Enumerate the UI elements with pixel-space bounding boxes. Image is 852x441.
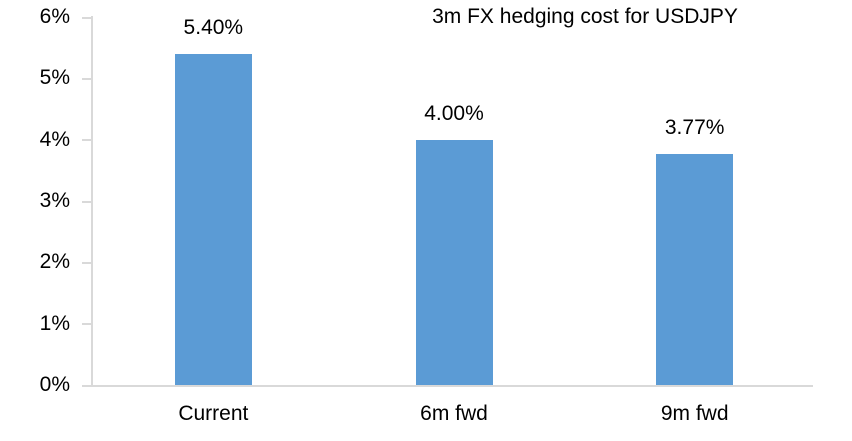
bar-6m-fwd [415,139,493,385]
bar-current [174,53,252,385]
y-axis-tick [82,16,91,19]
chart-title: 3m FX hedging cost for USDJPY [432,5,738,28]
y-axis-tick-label: 0% [39,373,70,396]
x-axis-line [91,385,813,387]
y-axis-tick-label: 4% [39,127,70,151]
y-axis-tick-label: 3% [39,189,70,212]
y-axis-tick [82,139,91,142]
y-axis-tick [82,200,91,203]
y-axis-tick-label: 2% [39,250,70,274]
y-axis-tick [82,77,91,80]
y-axis-tick-label: 5% [39,66,70,90]
y-axis-tick-label: 6% [39,5,70,28]
bar-value-label: 5.40% [183,15,244,39]
x-axis-category-label: Current [178,402,249,425]
y-axis-tick [82,384,91,387]
x-axis-category-label: 9m fwd [660,402,729,425]
bar-value-label: 4.00% [424,101,484,125]
y-axis-line [91,16,93,387]
bar-9m-fwd [656,153,734,385]
x-axis-category-label: 6m fwd [420,402,488,425]
bar-value-label: 3.77% [664,115,725,139]
y-axis-tick-label: 1% [39,311,70,335]
y-axis-tick [82,323,91,326]
y-axis-tick [82,261,91,264]
